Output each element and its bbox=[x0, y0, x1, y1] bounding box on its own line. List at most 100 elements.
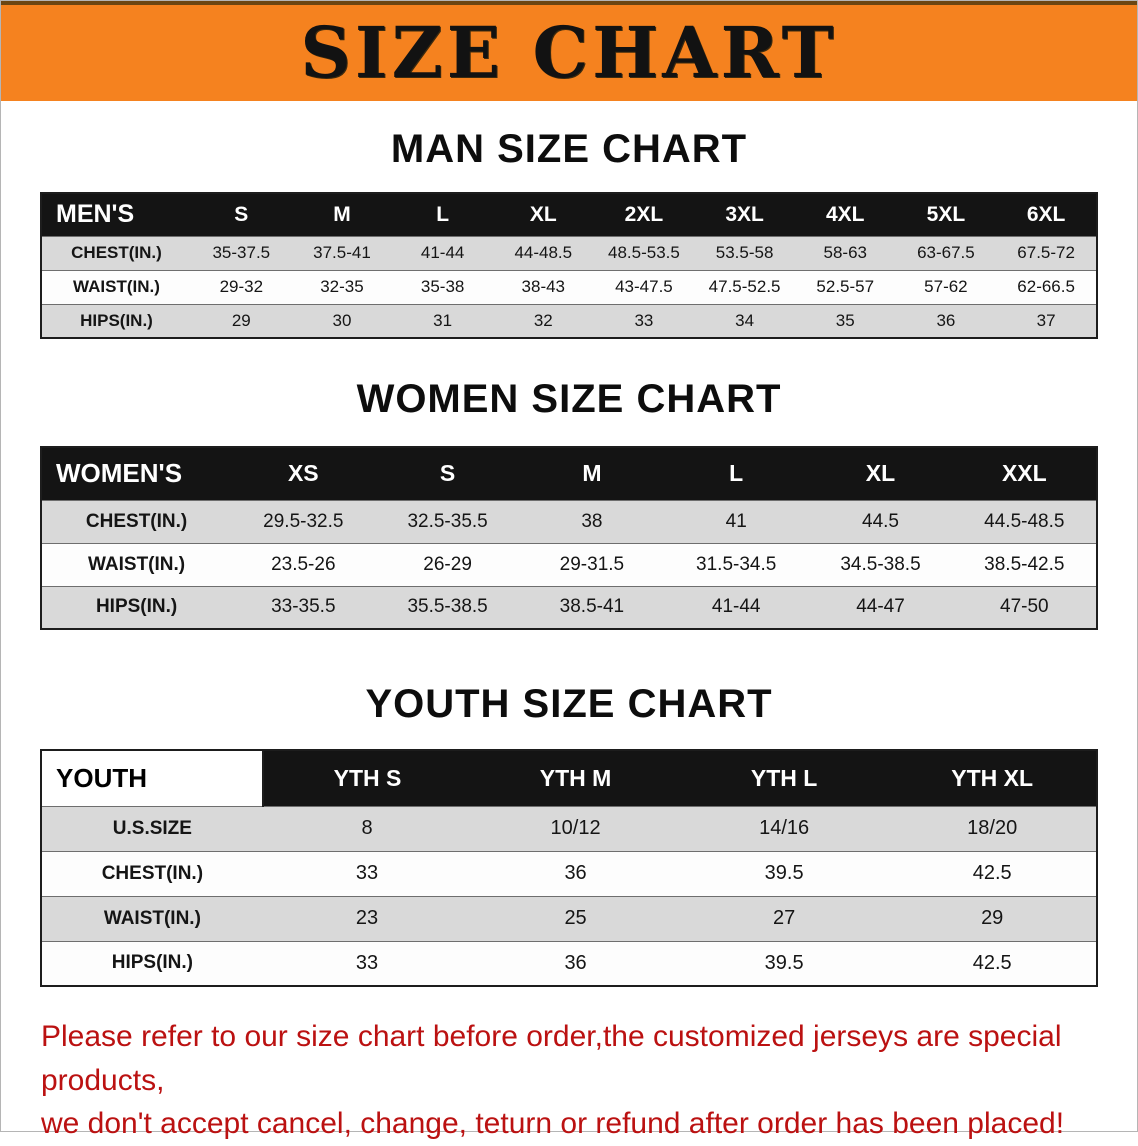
table-cell: 38.5-41 bbox=[519, 585, 665, 629]
men-table-label: MEN'S bbox=[41, 193, 191, 236]
table-cell: 35-38 bbox=[392, 269, 493, 304]
table-cell: 47.5-52.5 bbox=[694, 269, 795, 304]
table-cell: 38 bbox=[519, 499, 665, 543]
row-label: WAIST(IN.) bbox=[41, 895, 263, 941]
table-cell: 32-35 bbox=[291, 269, 393, 304]
row-label: HIPS(IN.) bbox=[41, 940, 263, 986]
women-table-label: WOMEN'S bbox=[41, 447, 232, 500]
table-cell: 36 bbox=[895, 303, 997, 338]
row-label: HIPS(IN.) bbox=[41, 303, 191, 338]
size-col-header: 3XL bbox=[694, 193, 795, 236]
size-col-header: M bbox=[519, 447, 665, 500]
disclaimer: Please refer to our size chart before or… bbox=[41, 1015, 1137, 1146]
table-cell: 48.5-53.5 bbox=[593, 235, 695, 270]
table-row: WAIST(IN.) 23.5-26 26-29 29-31.5 31.5-34… bbox=[41, 542, 1097, 586]
table-row: WAIST(IN.) 23 25 27 29 bbox=[41, 895, 1097, 941]
men-heading: MAN SIZE CHART bbox=[390, 127, 748, 171]
row-label: U.S.SIZE bbox=[41, 805, 263, 851]
table-cell: 43-47.5 bbox=[593, 269, 695, 304]
size-col-header: S bbox=[375, 447, 520, 500]
table-cell: 35 bbox=[794, 303, 896, 338]
youth-heading: YOUTH SIZE CHART bbox=[365, 682, 773, 726]
men-header-row: MEN'S S M L XL 2XL 3XL 4XL 5XL 6XL bbox=[41, 193, 1097, 236]
table-cell: 34.5-38.5 bbox=[808, 542, 953, 586]
size-col-header: YTH M bbox=[471, 750, 680, 806]
women-section: WOMEN SIZE CHART WOMEN'S XS S M L XL XXL bbox=[1, 377, 1137, 630]
table-cell: 57-62 bbox=[895, 269, 997, 304]
table-cell: 32.5-35.5 bbox=[375, 499, 520, 543]
table-cell: 52.5-57 bbox=[794, 269, 896, 304]
size-col-header: 5XL bbox=[895, 193, 997, 236]
size-col-header: 2XL bbox=[593, 193, 695, 236]
table-row: HIPS(IN.) 33 36 39.5 42.5 bbox=[41, 940, 1097, 986]
table-cell: 33 bbox=[262, 850, 472, 896]
table-cell: 37 bbox=[996, 303, 1097, 338]
size-col-header: 4XL bbox=[794, 193, 896, 236]
women-header-row: WOMEN'S XS S M L XL XXL bbox=[41, 447, 1097, 500]
table-cell: 14/16 bbox=[679, 805, 889, 851]
size-col-header: XL bbox=[492, 193, 594, 236]
table-cell: 29.5-32.5 bbox=[231, 499, 376, 543]
table-cell: 67.5-72 bbox=[996, 235, 1097, 270]
table-row: CHEST(IN.) 33 36 39.5 42.5 bbox=[41, 850, 1097, 896]
women-heading: WOMEN SIZE CHART bbox=[356, 377, 782, 421]
table-cell: 29 bbox=[190, 303, 292, 338]
table-cell: 44.5 bbox=[808, 499, 953, 543]
table-cell: 41-44 bbox=[664, 585, 809, 629]
size-col-header: XXL bbox=[952, 447, 1097, 500]
table-row: CHEST(IN.) 29.5-32.5 32.5-35.5 38 41 44.… bbox=[41, 499, 1097, 543]
table-cell: 29-31.5 bbox=[519, 542, 665, 586]
table-cell: 38-43 bbox=[492, 269, 594, 304]
table-row: HIPS(IN.) 29 30 31 32 33 34 35 36 37 bbox=[41, 303, 1097, 338]
table-cell: 38.5-42.5 bbox=[952, 542, 1097, 586]
table-cell: 37.5-41 bbox=[291, 235, 393, 270]
table-row: WAIST(IN.) 29-32 32-35 35-38 38-43 43-47… bbox=[41, 269, 1097, 304]
youth-header-row: YOUTH YTH S YTH M YTH L YTH XL bbox=[41, 750, 1097, 806]
table-cell: 32 bbox=[492, 303, 594, 338]
table-cell: 44-47 bbox=[808, 585, 953, 629]
table-cell: 39.5 bbox=[679, 850, 889, 896]
table-cell: 62-66.5 bbox=[996, 269, 1097, 304]
size-col-header: YTH S bbox=[262, 750, 472, 806]
table-cell: 35-37.5 bbox=[190, 235, 292, 270]
table-cell: 18/20 bbox=[888, 805, 1097, 851]
disclaimer-line-1: Please refer to our size chart before or… bbox=[41, 1020, 1062, 1097]
banner: SIZE CHART bbox=[1, 1, 1137, 101]
youth-table-label: YOUTH bbox=[41, 750, 264, 806]
table-cell: 26-29 bbox=[375, 542, 520, 586]
size-col-header: 6XL bbox=[996, 193, 1097, 236]
table-cell: 35.5-38.5 bbox=[375, 585, 520, 629]
table-cell: 30 bbox=[291, 303, 393, 338]
row-label: WAIST(IN.) bbox=[41, 269, 191, 304]
size-col-header: M bbox=[291, 193, 393, 236]
row-label: CHEST(IN.) bbox=[41, 850, 263, 896]
size-col-header: YTH L bbox=[679, 750, 889, 806]
disclaimer-line-2: we don't accept cancel, change, teturn o… bbox=[41, 1107, 1065, 1140]
row-label: CHEST(IN.) bbox=[41, 235, 191, 270]
table-cell: 33 bbox=[593, 303, 695, 338]
table-cell: 44-48.5 bbox=[492, 235, 594, 270]
table-cell: 27 bbox=[679, 895, 889, 941]
table-cell: 23 bbox=[262, 895, 472, 941]
row-label: HIPS(IN.) bbox=[41, 585, 232, 629]
row-label: CHEST(IN.) bbox=[41, 499, 232, 543]
table-cell: 36 bbox=[471, 850, 680, 896]
table-cell: 63-67.5 bbox=[895, 235, 997, 270]
youth-section: YOUTH SIZE CHART YOUTH YTH S YTH M YTH L… bbox=[1, 682, 1137, 987]
table-cell: 29 bbox=[888, 895, 1097, 941]
size-col-header: XS bbox=[231, 447, 376, 500]
table-cell: 41 bbox=[664, 499, 809, 543]
size-col-header: XL bbox=[808, 447, 953, 500]
table-cell: 53.5-58 bbox=[694, 235, 795, 270]
row-label: WAIST(IN.) bbox=[41, 542, 232, 586]
youth-table: YOUTH YTH S YTH M YTH L YTH XL U.S.SIZE … bbox=[40, 749, 1098, 987]
men-section: MAN SIZE CHART MEN'S S M L XL 2XL 3XL 4X… bbox=[1, 127, 1137, 339]
table-cell: 44.5-48.5 bbox=[952, 499, 1097, 543]
table-row: U.S.SIZE 8 10/12 14/16 18/20 bbox=[41, 805, 1097, 851]
table-cell: 42.5 bbox=[888, 850, 1097, 896]
table-row: HIPS(IN.) 33-35.5 35.5-38.5 38.5-41 41-4… bbox=[41, 585, 1097, 629]
table-cell: 10/12 bbox=[471, 805, 680, 851]
table-cell: 8 bbox=[262, 805, 472, 851]
table-cell: 31 bbox=[392, 303, 493, 338]
table-cell: 25 bbox=[471, 895, 680, 941]
